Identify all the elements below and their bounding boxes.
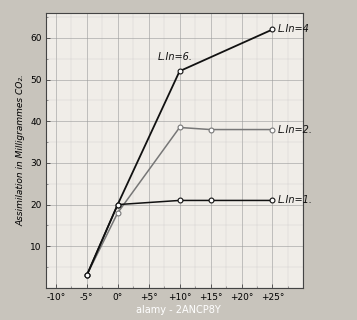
Text: L.In=6.: L.In=6. xyxy=(158,52,193,61)
Text: alamy - 2ANCP8Y: alamy - 2ANCP8Y xyxy=(136,305,221,315)
Text: L.In=1.: L.In=1. xyxy=(277,196,312,205)
Y-axis label: Assimilation in Milligrammes CO₂.: Assimilation in Milligrammes CO₂. xyxy=(17,75,26,226)
Text: L.In=4: L.In=4 xyxy=(277,24,309,35)
Text: L.In=2.: L.In=2. xyxy=(277,124,312,134)
